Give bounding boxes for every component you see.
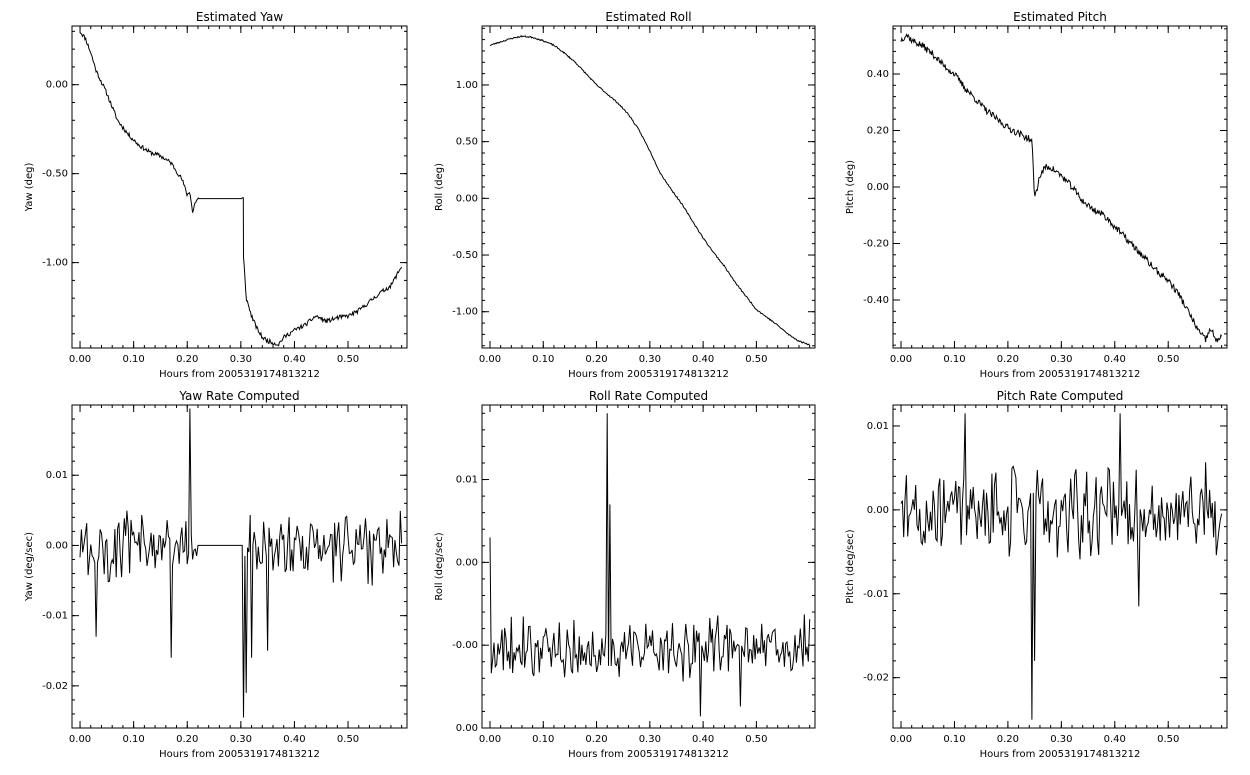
y-tick-label: 0.00 [867, 182, 889, 193]
y-tick-label: -0.50 [42, 169, 68, 180]
x-tick-label: 0.00 [479, 734, 501, 745]
x-tick-label: 0.20 [997, 354, 1019, 365]
y-tick-label: 0.00 [456, 557, 478, 568]
x-tick-label: 0.30 [639, 734, 661, 745]
y-tick-label: 0.01 [46, 470, 68, 481]
x-tick-label: 0.40 [692, 354, 714, 365]
x-tick-label: 0.40 [692, 734, 714, 745]
series-line [79, 32, 403, 347]
chart-title: Estimated Pitch [1013, 10, 1107, 24]
x-tick-label: 0.20 [585, 734, 607, 745]
x-tick-label: 0.00 [890, 734, 912, 745]
panel-5: Roll Rate Computed Hours from 20053191748… [434, 389, 816, 760]
x-axis-label: Hours from 2005319174813212 [568, 369, 729, 380]
x-tick-label: 0.10 [943, 354, 965, 365]
series-line [489, 413, 811, 717]
x-tick-label: 0.10 [123, 354, 145, 365]
y-tick-label: -0.40 [863, 295, 889, 306]
panel-4: Yaw Rate Computed Hours from 200531917481… [24, 389, 408, 760]
panel-2: Estimated Roll Hours from 200531917481321… [434, 10, 816, 380]
x-tick-label: 0.50 [1157, 354, 1179, 365]
y-tick-label: 0.00 [456, 723, 478, 734]
y-tick-label: -1.00 [452, 307, 478, 318]
series-line [79, 408, 403, 718]
y-tick-label: -0.00 [452, 640, 478, 651]
x-tick-label: 0.20 [997, 734, 1019, 745]
x-tick-label: 0.00 [69, 734, 91, 745]
y-axis-label: Roll (deg/sec) [434, 532, 445, 600]
x-tick-label: 0.00 [890, 354, 912, 365]
x-tick-label: 0.30 [230, 734, 252, 745]
y-tick-label: 0.01 [456, 475, 478, 486]
y-tick-label: -0.20 [863, 238, 889, 249]
plot-frame [71, 25, 408, 349]
x-tick-label: 0.50 [1157, 734, 1179, 745]
plot-frame [481, 25, 816, 349]
x-tick-label: 0.20 [176, 354, 198, 365]
chart-title: Estimated Yaw [196, 10, 283, 24]
x-axis-label: Hours from 2005319174813212 [159, 749, 320, 760]
chart-title: Estimated Roll [605, 10, 691, 24]
y-tick-label: -0.02 [42, 681, 68, 692]
y-axis-label: Yaw (deg) [24, 162, 35, 212]
x-tick-label: 0.10 [123, 734, 145, 745]
chart-title: Pitch Rate Computed [997, 389, 1124, 403]
panel-6: Pitch Rate Computed Hours from 2005319174… [845, 389, 1228, 760]
x-tick-label: 0.10 [532, 354, 554, 365]
plot-frame [481, 404, 816, 729]
x-tick-label: 0.40 [1104, 354, 1126, 365]
y-axis-label: Pitch (deg/sec) [845, 529, 856, 604]
x-tick-label: 0.30 [1050, 354, 1072, 365]
x-tick-label: 0.40 [283, 354, 305, 365]
y-axis-label: Roll (deg) [434, 163, 445, 211]
y-tick-label: 0.20 [867, 126, 889, 137]
x-axis-label: Hours from 2005319174813212 [980, 369, 1141, 380]
y-tick-label: 0.40 [867, 69, 889, 80]
x-axis-label: Hours from 2005319174813212 [159, 369, 320, 380]
x-tick-label: 0.20 [585, 354, 607, 365]
x-tick-label: 0.20 [176, 734, 198, 745]
x-tick-label: 0.00 [479, 354, 501, 365]
y-tick-label: 0.00 [456, 193, 478, 204]
x-tick-label: 0.40 [1104, 734, 1126, 745]
series-line [900, 413, 1223, 720]
plot-frame [892, 404, 1228, 729]
x-tick-label: 0.10 [532, 734, 554, 745]
x-axis-label: Hours from 2005319174813212 [980, 749, 1141, 760]
x-axis-label: Hours from 2005319174813212 [568, 749, 729, 760]
series-line [900, 33, 1223, 343]
x-tick-label: 0.30 [230, 354, 252, 365]
x-tick-label: 0.30 [639, 354, 661, 365]
plot-frame [892, 25, 1228, 349]
x-tick-label: 0.50 [337, 354, 359, 365]
x-tick-label: 0.40 [283, 734, 305, 745]
x-tick-label: 0.50 [337, 734, 359, 745]
y-tick-label: 0.00 [867, 505, 889, 516]
x-tick-label: 0.50 [745, 354, 767, 365]
series-line [489, 35, 810, 346]
y-tick-label: 0.00 [46, 80, 68, 91]
y-tick-label: -0.50 [452, 250, 478, 261]
y-axis-label: Yaw (deg/sec) [24, 532, 35, 602]
y-tick-label: -0.01 [863, 589, 889, 600]
y-tick-label: 0.01 [867, 421, 889, 432]
chart-title: Roll Rate Computed [589, 389, 708, 403]
x-tick-label: 0.30 [1050, 734, 1072, 745]
y-tick-label: 1.00 [456, 80, 478, 91]
x-tick-label: 0.50 [745, 734, 767, 745]
chart-title: Yaw Rate Computed [178, 389, 299, 403]
y-axis-label: Pitch (deg) [845, 160, 856, 214]
panel-3: Estimated Pitch Hours from 20053191748132… [845, 10, 1228, 380]
y-tick-label: 0.50 [456, 137, 478, 148]
x-tick-label: 0.10 [943, 734, 965, 745]
y-tick-label: -0.01 [42, 611, 68, 622]
plot-frame [71, 404, 408, 729]
y-tick-label: -1.00 [42, 258, 68, 269]
x-tick-label: 0.00 [69, 354, 91, 365]
y-tick-label: 0.00 [46, 540, 68, 551]
panel-1: Estimated Yaw Hours from 2005319174813212… [24, 10, 408, 380]
y-tick-label: -0.02 [863, 673, 889, 684]
